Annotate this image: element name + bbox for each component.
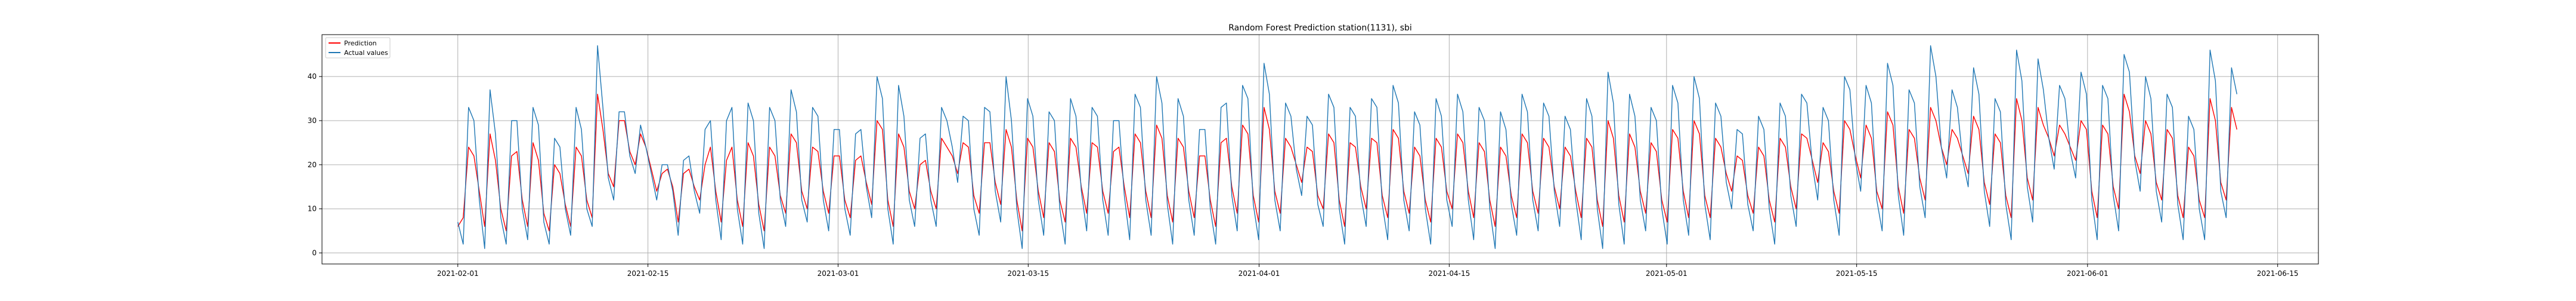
plot-frame (321, 34, 2319, 265)
y-tick-label: 0 (312, 249, 317, 257)
x-tick-label: 2021-03-15 (1007, 269, 1049, 278)
x-tick-label: 2021-04-15 (1428, 269, 1470, 278)
grid (322, 35, 2318, 264)
x-tick-label: 2021-03-01 (818, 269, 859, 278)
legend-label-actual: Actual values (344, 49, 388, 57)
x-tick-label: 2021-02-01 (437, 269, 479, 278)
legend-label-prediction: Prediction (344, 39, 377, 47)
x-tick-label: 2021-06-15 (2257, 269, 2299, 278)
x-tick-label: 2021-04-01 (1239, 269, 1280, 278)
y-tick-label: 30 (308, 116, 317, 125)
x-tick-label: 2021-05-15 (1836, 269, 1878, 278)
y-tick-label: 10 (308, 205, 317, 213)
legend: Prediction Actual values (325, 37, 391, 59)
x-tick-label: 2021-02-15 (627, 269, 669, 278)
chart-title: Random Forest Prediction station(1131), … (1228, 23, 1412, 33)
y-tick-label: 40 (308, 72, 317, 81)
series-line-actual-values (457, 45, 2237, 249)
y-axis: 0 10 20 30 40 (308, 72, 322, 257)
y-tick-label: 20 (308, 161, 317, 169)
legend-box (325, 37, 391, 59)
x-axis: 2021-02-01 2021-02-15 2021-03-01 2021-03-15… (437, 264, 2299, 278)
x-tick-label: 2021-05-01 (1646, 269, 1688, 278)
x-tick-label: 2021-06-01 (2067, 269, 2109, 278)
plot-lines (457, 45, 2237, 249)
